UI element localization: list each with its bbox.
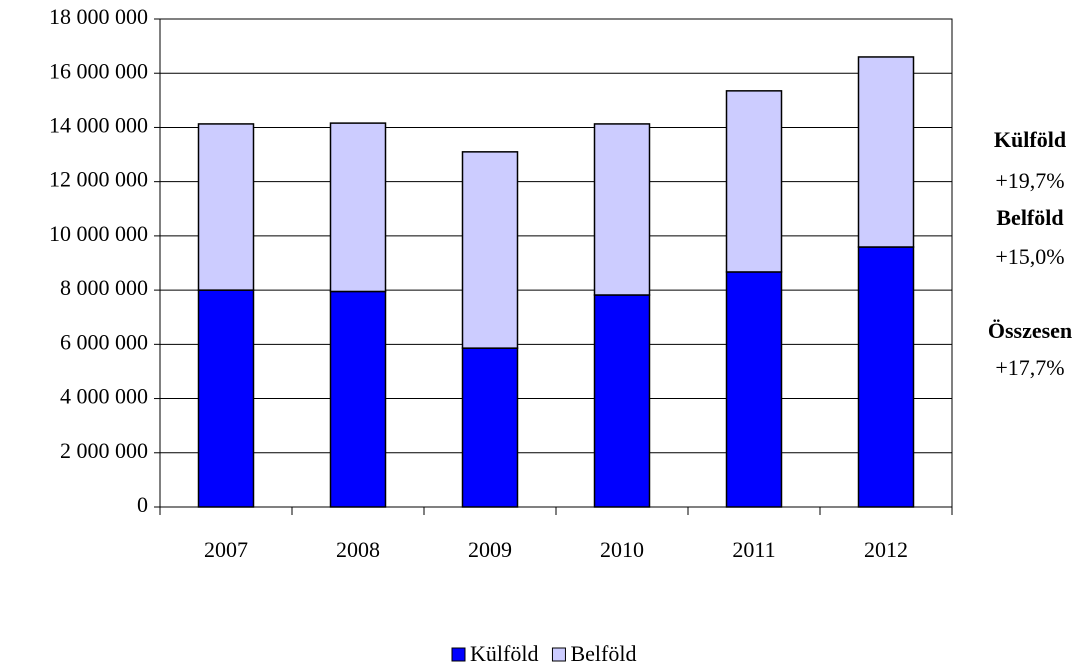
x-tick-label: 2007 [204, 537, 248, 562]
x-tick-label: 2009 [468, 537, 512, 562]
y-tick-label: 2 000 000 [60, 438, 148, 463]
bar-segment [593, 294, 651, 508]
bar-segment [725, 90, 783, 273]
y-tick-label: 12 000 000 [49, 167, 148, 192]
legend-swatch [451, 647, 466, 662]
bar-segment [461, 347, 519, 508]
x-tick-label: 2008 [336, 537, 380, 562]
bar-segment [593, 123, 651, 296]
annotation-label: Összesen [988, 318, 1072, 343]
annotation-label: Külföld [994, 127, 1066, 152]
y-tick-label: 4 000 000 [60, 384, 148, 409]
bar-segment [461, 151, 519, 349]
plot-border [159, 18, 953, 508]
annotation-value: +15,0% [995, 244, 1064, 269]
annotation-value: +19,7% [995, 168, 1064, 193]
bar-segment [329, 290, 387, 508]
bar-segment [857, 246, 915, 508]
y-tick-label: 0 [137, 492, 148, 517]
x-tick-label: 2010 [600, 537, 644, 562]
x-tick-label: 2012 [864, 537, 908, 562]
legend-label: Külföld [470, 641, 538, 666]
x-tick-label: 2011 [732, 537, 775, 562]
legend-label: Belföld [570, 641, 636, 666]
bar-segment [197, 123, 255, 291]
bar-segment [197, 289, 255, 508]
y-tick-label: 18 000 000 [49, 4, 148, 29]
y-tick-label: 8 000 000 [60, 275, 148, 300]
annotation-label: Belföld [996, 205, 1063, 230]
annotation-value: +17,7% [995, 355, 1064, 380]
legend-swatch [551, 647, 566, 662]
y-tick-label: 6 000 000 [60, 329, 148, 354]
bar-segment [329, 122, 387, 293]
bar-segment [725, 271, 783, 508]
y-tick-label: 14 000 000 [49, 112, 148, 137]
y-tick-label: 16 000 000 [49, 58, 148, 83]
y-tick-label: 10 000 000 [49, 221, 148, 246]
bar-segment [857, 56, 915, 248]
